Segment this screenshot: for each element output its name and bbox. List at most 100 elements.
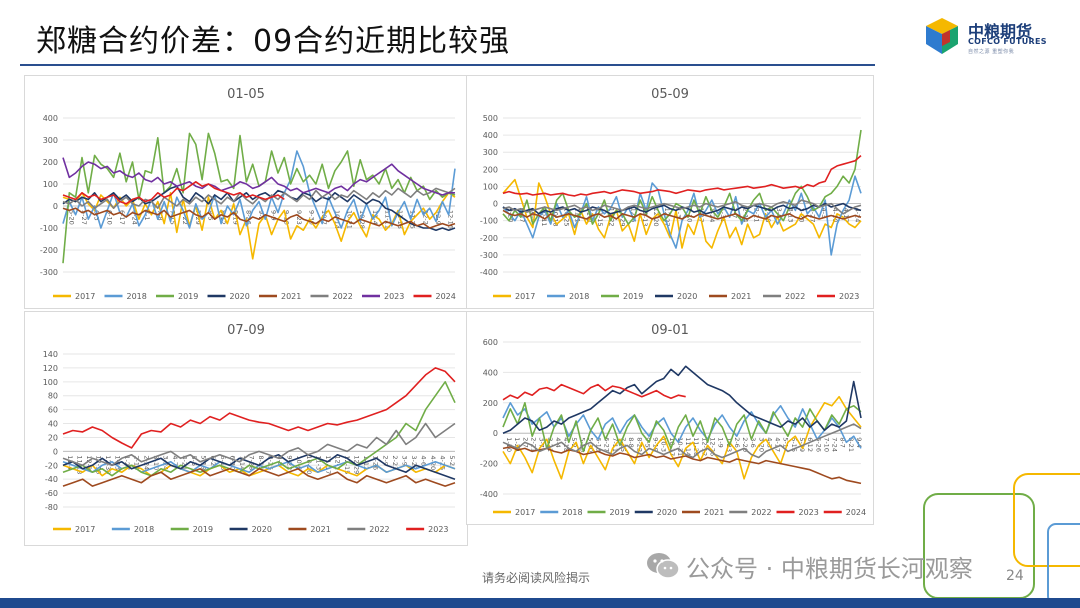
x-tick-label: 11-11 <box>384 210 392 229</box>
x-tick-label: 6-13 <box>595 437 603 452</box>
x-tick-label: 12-12 <box>700 437 708 456</box>
series-line-2022 <box>502 423 862 459</box>
x-tick-label: 3-27 <box>809 208 817 223</box>
x-tick-label: 1-9 <box>717 437 725 448</box>
series-line-2022 <box>502 199 862 215</box>
page-number: 24 <box>1006 568 1024 584</box>
series-line-2024 <box>62 181 285 205</box>
watermark-text: 公众号 · 中粮期货长河观察 <box>686 554 973 583</box>
chart-05-09: 05-095004003002001000-100-200-300-4009-2… <box>480 87 862 301</box>
y-tick-label: 600 <box>483 338 498 347</box>
company-logo: 中粮期货 COFCO FUTURES 自然之源 重塑你我 <box>922 16 1062 60</box>
legend-label: 2024 <box>846 508 866 517</box>
x-tick-label: 4-4 <box>554 437 562 448</box>
series-line-2017 <box>62 192 456 260</box>
y-tick-label: -300 <box>480 251 498 260</box>
chart-title: 05-09 <box>651 87 689 102</box>
x-tick-label: 5-20 <box>67 210 75 225</box>
x-tick-label: 6-24 <box>131 210 139 225</box>
y-tick-label: 300 <box>43 136 58 145</box>
y-tick-label: 200 <box>43 158 58 167</box>
x-tick-label: 1-27 <box>123 455 131 470</box>
x-tick-label: 9-8 <box>276 455 284 466</box>
x-tick-label: 2-23 <box>391 455 399 470</box>
series-line-2020 <box>502 365 862 434</box>
title-divider <box>20 64 875 66</box>
legend-label: 2019 <box>623 292 643 301</box>
y-tick-label: -100 <box>40 224 58 233</box>
x-tick-label: 4-3 <box>765 437 773 448</box>
x-tick-label: 7-24 <box>831 437 839 452</box>
x-tick-label: 4-17 <box>842 208 850 223</box>
x-tick-label: 10-3 <box>660 437 668 452</box>
legend-label: 2023 <box>799 508 819 517</box>
x-tick-label: 8-22 <box>635 437 643 452</box>
logo-name-en: COFCO FUTURES <box>968 37 1047 46</box>
x-tick-label: 1-24 <box>513 437 521 452</box>
y-tick-label: 100 <box>43 180 58 189</box>
logo-slogan: 自然之源 重塑你我 <box>968 49 1015 55</box>
y-tick-label: 100 <box>43 378 58 387</box>
legend-label: 2023 <box>428 525 448 534</box>
x-tick-label: 2-7 <box>730 208 738 219</box>
logo-name: 中粮期货 <box>968 22 1033 41</box>
series-line-2020 <box>502 202 862 215</box>
y-tick-label: 200 <box>483 399 498 408</box>
y-tick-label: 80 <box>48 392 58 401</box>
x-tick-label: 9-30 <box>308 210 316 225</box>
x-tick-label: 9-4 <box>855 437 863 448</box>
x-tick-label: 1-24 <box>708 208 716 223</box>
bottom-bar <box>0 598 1080 608</box>
y-tick-label: 0 <box>53 447 58 456</box>
x-tick-label: 2-6 <box>733 437 741 448</box>
series-line-2021 <box>62 468 456 487</box>
x-tick-label: 4-24 <box>853 208 861 223</box>
legend-label: 2021 <box>731 292 751 301</box>
series-line-2021 <box>502 446 862 485</box>
series-line-2023 <box>502 154 862 197</box>
x-tick-label: 4-3 <box>820 208 828 219</box>
legend-label: 2021 <box>281 292 301 301</box>
x-tick-label: 2-10 <box>133 455 141 470</box>
y-tick-label: 0 <box>53 202 58 211</box>
legend-label: 2022 <box>333 292 353 301</box>
y-tick-label: 60 <box>48 406 58 415</box>
x-tick-label: 3-24 <box>161 455 169 470</box>
wechat-icon <box>647 553 680 579</box>
x-tick-label: 8-26 <box>244 210 252 225</box>
x-tick-label: 8-25 <box>267 455 275 470</box>
x-tick-label: 11-8 <box>585 208 593 223</box>
y-tick-label: -40 <box>45 475 58 484</box>
x-tick-label: 5-2 <box>448 455 456 466</box>
risk-disclaimer: 请务必阅读风险揭示 <box>482 571 591 585</box>
x-tick-label: 3-7 <box>538 437 546 448</box>
y-tick-label: -20 <box>45 461 58 470</box>
y-tick-label: 20 <box>48 433 58 442</box>
x-tick-label: 6-12 <box>806 437 814 452</box>
x-tick-label: 5-30 <box>586 437 594 452</box>
series-line-2017 <box>502 178 862 249</box>
y-tick-label: 140 <box>43 350 58 359</box>
x-tick-label: 4-7 <box>171 455 179 466</box>
x-tick-label: 6-26 <box>814 437 822 452</box>
y-tick-label: 300 <box>483 148 498 157</box>
legend-label: 2021 <box>310 525 330 534</box>
x-tick-label: 10-11 <box>540 208 548 227</box>
x-tick-label: 10-6 <box>295 455 303 470</box>
x-tick-label: 12-2 <box>421 210 429 225</box>
y-tick-label: -60 <box>45 489 58 498</box>
x-tick-label: 6-27 <box>603 437 611 452</box>
x-tick-label: 12-1 <box>334 455 342 470</box>
y-tick-label: -300 <box>40 268 58 277</box>
x-tick-label: 9-19 <box>652 437 660 452</box>
legend-label: 2020 <box>677 292 697 301</box>
y-tick-label: 400 <box>483 368 498 377</box>
legend-label: 2024 <box>436 292 456 301</box>
legend-label: 2017 <box>75 525 95 534</box>
x-tick-label: 1-31 <box>719 208 727 223</box>
x-tick-label: 8-21 <box>847 437 855 452</box>
x-tick-label: 11-3 <box>314 455 322 470</box>
x-tick-label: 3-6 <box>749 437 757 448</box>
legend-label: 2018 <box>134 525 154 534</box>
